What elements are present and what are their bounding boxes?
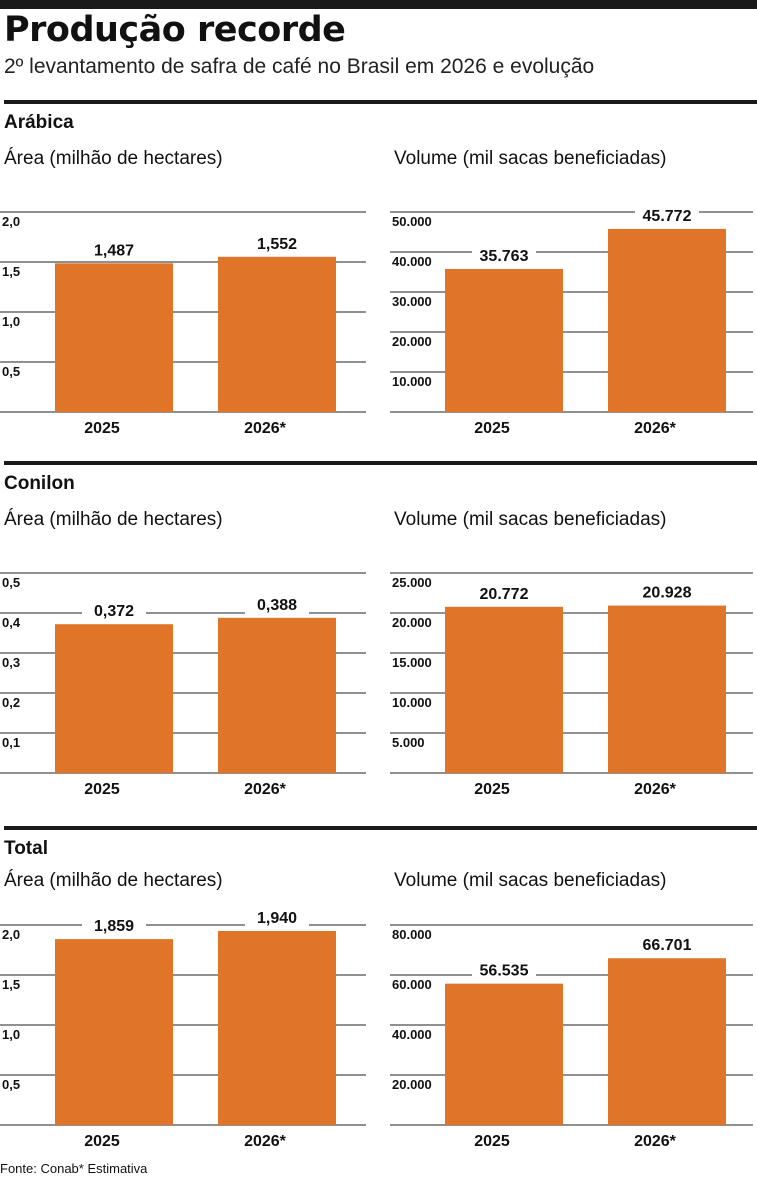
page-subtitle: 2º levantamento de safra de café no Bras… [4, 55, 595, 78]
value-label-bg [635, 205, 699, 225]
chart-title-total-area: Área (milhão de hectares) [4, 870, 223, 891]
value-label-bg [635, 582, 699, 602]
bar [55, 263, 173, 412]
top-bar [0, 0, 757, 9]
y-tick-label: 0,2 [2, 695, 20, 710]
data-label: 1,859 [94, 918, 134, 935]
data-label: 45.772 [643, 208, 692, 225]
y-tick-label: 1,5 [2, 264, 20, 279]
data-label: 20.772 [480, 586, 529, 603]
x-tick-label: 2025 [84, 420, 120, 437]
bar [445, 606, 563, 773]
y-tick-label: 2,0 [2, 214, 20, 229]
y-tick-label: 0,3 [2, 655, 20, 670]
y-tick-label: 0,4 [2, 615, 21, 630]
bar [608, 958, 726, 1125]
bar [608, 605, 726, 773]
bar [218, 617, 336, 773]
x-tick-label: 2025 [474, 781, 510, 798]
chart-title-total-volume: Volume (mil sacas beneficiadas) [394, 870, 667, 891]
y-tick-label: 0,1 [2, 735, 20, 750]
data-label: 1,552 [257, 236, 297, 253]
y-tick-label: 50.000 [392, 214, 432, 229]
section-title-conilon: Conilon [4, 473, 75, 494]
chart-title-arabica-area: Área (milhão de hectares) [4, 148, 223, 169]
value-label-bg [472, 583, 536, 603]
data-label: 35.763 [480, 248, 529, 265]
bar [218, 256, 336, 412]
value-label-bg [82, 240, 146, 260]
value-label-bg [245, 594, 309, 614]
chart-total-area: 0,5 1,0 1,5 2,0 1,859 2025 1,940 2026* [0, 908, 366, 1150]
value-label-bg [82, 601, 146, 621]
y-tick-label: 20.000 [392, 334, 432, 349]
x-tick-label: 2025 [84, 781, 120, 798]
data-label: 0,372 [94, 603, 134, 620]
chart-title-arabica-volume: Volume (mil sacas beneficiadas) [394, 148, 667, 169]
y-tick-label: 2,0 [2, 927, 20, 942]
y-tick-label: 20.000 [392, 1077, 432, 1092]
chart-conilon-area: 0,1 0,2 0,3 0,4 0,5 0,372 2025 0,388 2026* [0, 572, 366, 798]
y-tick-label: 5.000 [392, 735, 425, 750]
section-rule [4, 826, 757, 830]
y-tick-label: 25.000 [392, 575, 432, 590]
x-tick-label: 2025 [474, 1133, 510, 1150]
y-tick-label: 10.000 [392, 374, 432, 389]
y-tick-label: 60.000 [392, 977, 432, 992]
x-tick-label: 2026* [634, 420, 677, 437]
y-tick-label: 40.000 [392, 254, 432, 269]
bar [55, 624, 173, 773]
section-title-arabica: Arábica [4, 112, 74, 133]
data-label: 56.535 [480, 963, 529, 980]
bar [608, 228, 726, 412]
data-label: 66.701 [643, 937, 692, 954]
value-label-bg [472, 245, 536, 265]
chart-arabica-volume: 10.000 20.000 30.000 40.000 50.000 35.763 2025… [390, 205, 753, 437]
x-tick-label: 2026* [634, 1133, 677, 1150]
y-tick-label: 1,0 [2, 1027, 20, 1042]
data-label: 1,940 [257, 910, 297, 927]
section-title-total: Total [4, 838, 48, 859]
source-note: Fonte: Conab* Estimativa [0, 1161, 148, 1176]
x-tick-label: 2026* [244, 420, 287, 437]
chart-arabica-area: 0,5 1,0 1,5 2,0 1,487 2025 1,552 2026* [0, 211, 366, 437]
y-tick-label: 0,5 [2, 1077, 20, 1092]
page-title: Produção recorde [4, 10, 346, 50]
x-tick-label: 2025 [474, 420, 510, 437]
value-label-bg [82, 916, 146, 936]
x-tick-label: 2026* [634, 781, 677, 798]
y-tick-label: 0,5 [2, 575, 20, 590]
y-tick-label: 1,0 [2, 314, 20, 329]
bar [55, 939, 173, 1125]
value-label-bg [245, 908, 309, 927]
chart-title-conilon-area: Área (milhão de hectares) [4, 509, 223, 530]
value-label-bg [635, 935, 699, 955]
y-tick-label: 80.000 [392, 927, 432, 942]
data-label: 20.928 [643, 585, 692, 602]
y-tick-label: 10.000 [392, 695, 432, 710]
value-label-bg [472, 960, 536, 980]
data-label: 0,388 [257, 597, 297, 614]
bar [445, 983, 563, 1125]
section-rule [4, 100, 757, 104]
y-tick-label: 40.000 [392, 1027, 432, 1042]
x-tick-label: 2026* [244, 781, 287, 798]
x-tick-label: 2026* [244, 1133, 287, 1150]
y-tick-label: 30.000 [392, 294, 432, 309]
y-tick-label: 20.000 [392, 615, 432, 630]
section-rule [4, 461, 757, 465]
y-tick-label: 1,5 [2, 977, 20, 992]
chart-total-volume: 20.000 40.000 60.000 80.000 56.535 2025 66.701… [390, 924, 753, 1150]
data-label: 1,487 [94, 242, 134, 259]
x-tick-label: 2025 [84, 1133, 120, 1150]
chart-conilon-volume: 5.000 10.000 15.000 20.000 25.000 20.772 2025 2… [390, 572, 753, 798]
value-label-bg [245, 233, 309, 253]
y-tick-label: 0,5 [2, 364, 20, 379]
y-tick-label: 15.000 [392, 655, 432, 670]
bar [445, 268, 563, 412]
bar [218, 931, 336, 1125]
chart-title-conilon-volume: Volume (mil sacas beneficiadas) [394, 509, 667, 530]
